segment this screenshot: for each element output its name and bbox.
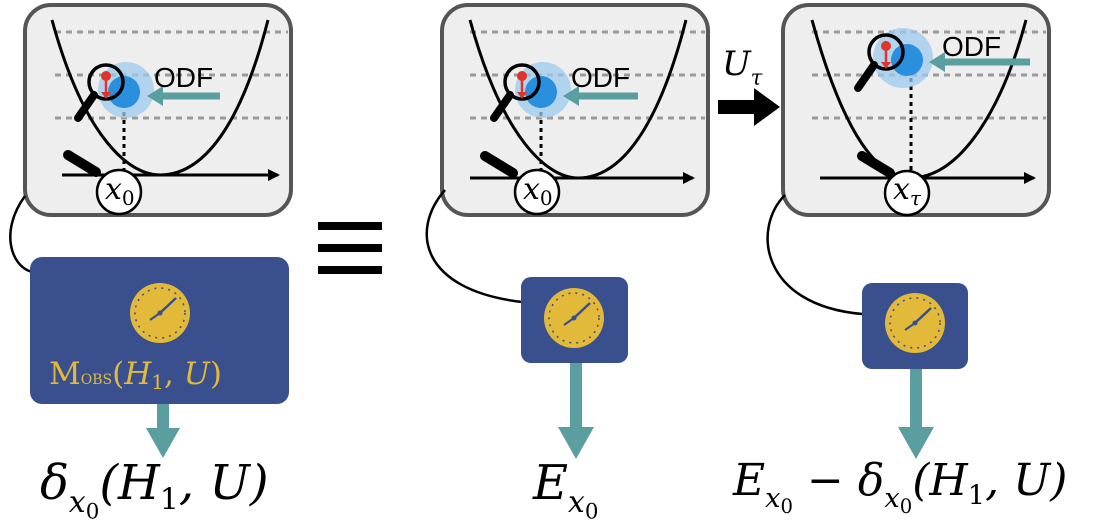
- output-arrow-left: [146, 404, 180, 458]
- measurement-device-middle: [521, 277, 628, 363]
- evolution-label: Uτ: [722, 44, 763, 90]
- panel-2: [440, 3, 710, 217]
- odf-arrow-head: [563, 86, 579, 106]
- device-wire: [9, 195, 33, 274]
- odf-label: ODF: [571, 62, 631, 93]
- panel-frame: [440, 3, 710, 217]
- probe-icon: [63, 150, 101, 177]
- odf-arrow-head: [929, 52, 945, 72]
- clock-icon: [544, 288, 604, 348]
- measurement-device-right: [862, 283, 968, 369]
- output-label-left: δx0(H1, U): [40, 455, 269, 525]
- odf-label: ODF: [154, 62, 214, 93]
- position-label: x0: [523, 172, 553, 210]
- position-marker-circle: [883, 169, 931, 217]
- device-label: MOBS(H1, U): [49, 356, 222, 394]
- output-label-right: Ex0 − δx0(H1, U): [733, 455, 1068, 519]
- panel-3: [781, 3, 1051, 217]
- output-arrow-middle: [558, 363, 594, 459]
- position-label: xτ: [893, 172, 921, 210]
- position-marker-circle: [95, 168, 143, 216]
- magnifier-icon: [490, 63, 541, 122]
- measurement-device-large: [30, 257, 289, 404]
- device-wire: [425, 189, 523, 304]
- panel-frame: [23, 3, 293, 217]
- clock-icon: [130, 283, 190, 343]
- position-label: x0: [105, 172, 135, 210]
- evolution-arrow: [718, 88, 780, 126]
- output-arrow-right: [898, 369, 934, 459]
- position-marker-circle: [513, 168, 561, 216]
- panel-1: [23, 3, 293, 217]
- odf-arrow-head: [147, 86, 163, 106]
- output-label-middle: Ex0: [533, 455, 599, 525]
- magnifier-icon: [74, 63, 125, 122]
- magnifier-icon: [854, 33, 905, 92]
- device-wire: [766, 194, 863, 316]
- probe-icon: [480, 151, 518, 178]
- particle: [515, 62, 571, 118]
- odf-label: ODF: [942, 31, 1002, 62]
- particle: [98, 62, 154, 118]
- equivalence-symbol: [318, 222, 382, 274]
- panel-frame: [781, 3, 1051, 217]
- clock-icon: [885, 293, 945, 353]
- probe-icon: [857, 151, 895, 178]
